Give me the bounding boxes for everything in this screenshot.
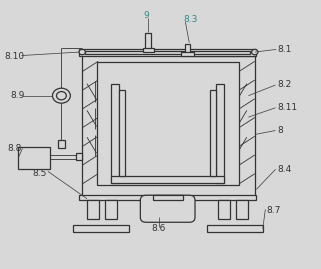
Bar [105,200,117,219]
Bar [186,44,190,54]
Bar [85,51,250,54]
Bar [73,225,128,232]
Bar [97,62,239,185]
Bar [79,49,256,56]
Bar [82,54,255,196]
Bar [111,84,119,183]
Text: 8.11: 8.11 [277,103,297,112]
Circle shape [52,88,70,103]
Bar [152,195,183,200]
Bar [76,153,82,160]
Bar [79,195,256,200]
Text: 9: 9 [143,11,149,20]
Bar [18,147,50,169]
Text: 8.9: 8.9 [10,91,25,100]
Bar [119,90,125,176]
Bar [145,33,151,49]
Text: 8.2: 8.2 [277,80,291,90]
Bar [111,176,224,183]
Bar [57,140,65,148]
Bar [87,200,99,219]
Text: 8.5: 8.5 [33,169,47,178]
Bar [216,84,224,183]
Bar [181,52,194,56]
Circle shape [79,49,85,55]
Bar [236,200,248,219]
Text: 8.4: 8.4 [277,165,291,174]
Bar [143,48,154,52]
Text: 8.1: 8.1 [277,45,291,54]
Text: 8.8: 8.8 [8,144,22,153]
Bar [218,200,230,219]
Text: 8.6: 8.6 [152,224,166,233]
Bar [207,225,263,232]
Text: 8.3: 8.3 [184,15,198,24]
Circle shape [252,49,258,55]
Text: 8.7: 8.7 [266,206,280,215]
Bar [210,90,216,176]
FancyBboxPatch shape [140,195,195,222]
Text: 8.10: 8.10 [4,52,25,61]
Text: 8: 8 [277,126,283,135]
Circle shape [56,91,66,100]
